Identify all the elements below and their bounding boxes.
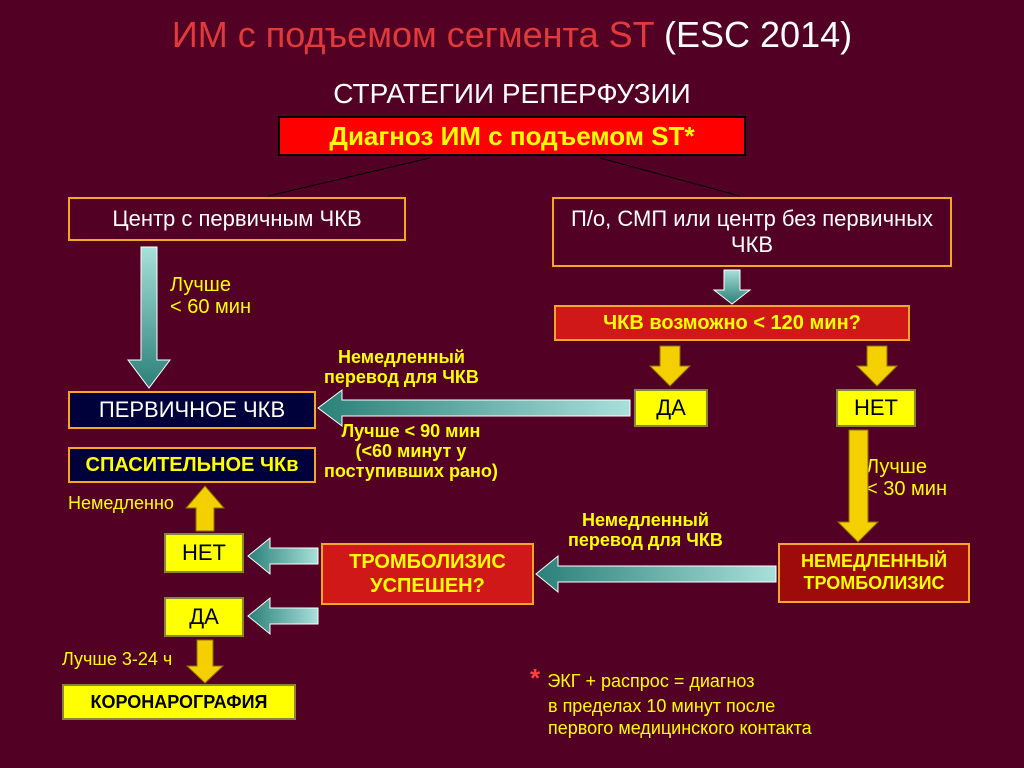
better-30-line2: < 30 мин bbox=[866, 478, 947, 500]
imm-thromb-line2: ТРОМБОЛИЗИС bbox=[803, 573, 944, 595]
main-title: ИМ с подъемом сегмента ST (ESC 2014) bbox=[0, 14, 1024, 56]
title-part3: ESC 2014 bbox=[676, 14, 840, 55]
transfer-line1: Немедленный bbox=[324, 348, 479, 368]
title-paren-close: ) bbox=[840, 14, 852, 55]
thromb-line1: ТРОМБОЛИЗИС bbox=[349, 550, 506, 574]
better-90-line2: (<60 минут у bbox=[324, 442, 498, 462]
better-60-line2: < 60 мин bbox=[170, 296, 251, 318]
footnote: * ЭКГ + распрос = диагноз в пределах 10 … bbox=[530, 662, 812, 740]
coronography-box: КОРОНАРОГРАФИЯ bbox=[62, 684, 296, 720]
better-60-line1: Лучше bbox=[170, 274, 251, 296]
better-30-line1: Лучше bbox=[866, 456, 947, 478]
better-90-label: Лучше < 90 мин (<60 минут у поступивших … bbox=[324, 422, 498, 481]
transfer2-line2: перевод для ЧКВ bbox=[568, 531, 723, 551]
imm-thromb-line1: НЕМЕДЛЕННЫЙ bbox=[801, 551, 947, 573]
diagnosis-box: Диагноз ИМ с подъемом ST* bbox=[278, 116, 746, 156]
footnote-line4: первого медицинского контакта bbox=[530, 717, 812, 740]
footnote-line2: ЭКГ + распрос = диагноз bbox=[547, 671, 754, 691]
title-part1: ИМ с подъемом сегмента ST bbox=[172, 14, 664, 55]
immediate-thrombolysis-box: НЕМЕДЛЕННЫЙ ТРОМБОЛИЗИС bbox=[778, 543, 970, 603]
thromb-line2: УСПЕШЕН? bbox=[370, 574, 485, 598]
better-30-label: Лучше < 30 мин bbox=[866, 456, 947, 500]
yes-1-box: ДА bbox=[634, 389, 708, 427]
no-2-box: НЕТ bbox=[164, 533, 244, 573]
footnote-star: * bbox=[530, 663, 547, 693]
yes-2-box: ДА bbox=[164, 597, 244, 637]
thrombolysis-success-box: ТРОМБОЛИЗИС УСПЕШЕН? bbox=[321, 543, 534, 605]
better-90-line1: Лучше < 90 мин bbox=[324, 422, 498, 442]
transfer-immediate-label-2: Немедленный перевод для ЧКВ bbox=[568, 511, 723, 551]
immediate-label: Немедленно bbox=[68, 493, 174, 514]
better-3-24-label: Лучше 3-24 ч bbox=[62, 649, 172, 670]
footnote-line3: в пределах 10 минут после bbox=[530, 695, 812, 718]
transfer-immediate-label: Немедленный перевод для ЧКВ bbox=[324, 348, 479, 388]
rescue-pci-box: СПАСИТЕЛЬНОЕ ЧКв bbox=[68, 447, 316, 483]
subtitle: СТРАТЕГИИ РЕПЕРФУЗИИ bbox=[0, 78, 1024, 110]
pci-possible-box: ЧКВ возможно < 120 мин? bbox=[554, 305, 910, 341]
transfer2-line1: Немедленный bbox=[568, 511, 723, 531]
transfer-line2: перевод для ЧКВ bbox=[324, 368, 479, 388]
center-pci-box: Центр с первичным ЧКВ bbox=[68, 197, 406, 241]
better-60-label: Лучше < 60 мин bbox=[170, 274, 251, 318]
no-1-box: НЕТ bbox=[836, 389, 916, 427]
title-paren-open: ( bbox=[664, 14, 676, 55]
center-no-pci-box: П/о, СМП или центр без первичных ЧКВ bbox=[552, 197, 952, 267]
primary-pci-box: ПЕРВИЧНОЕ ЧКВ bbox=[68, 391, 316, 429]
better-90-line3: поступивших рано) bbox=[324, 462, 498, 482]
